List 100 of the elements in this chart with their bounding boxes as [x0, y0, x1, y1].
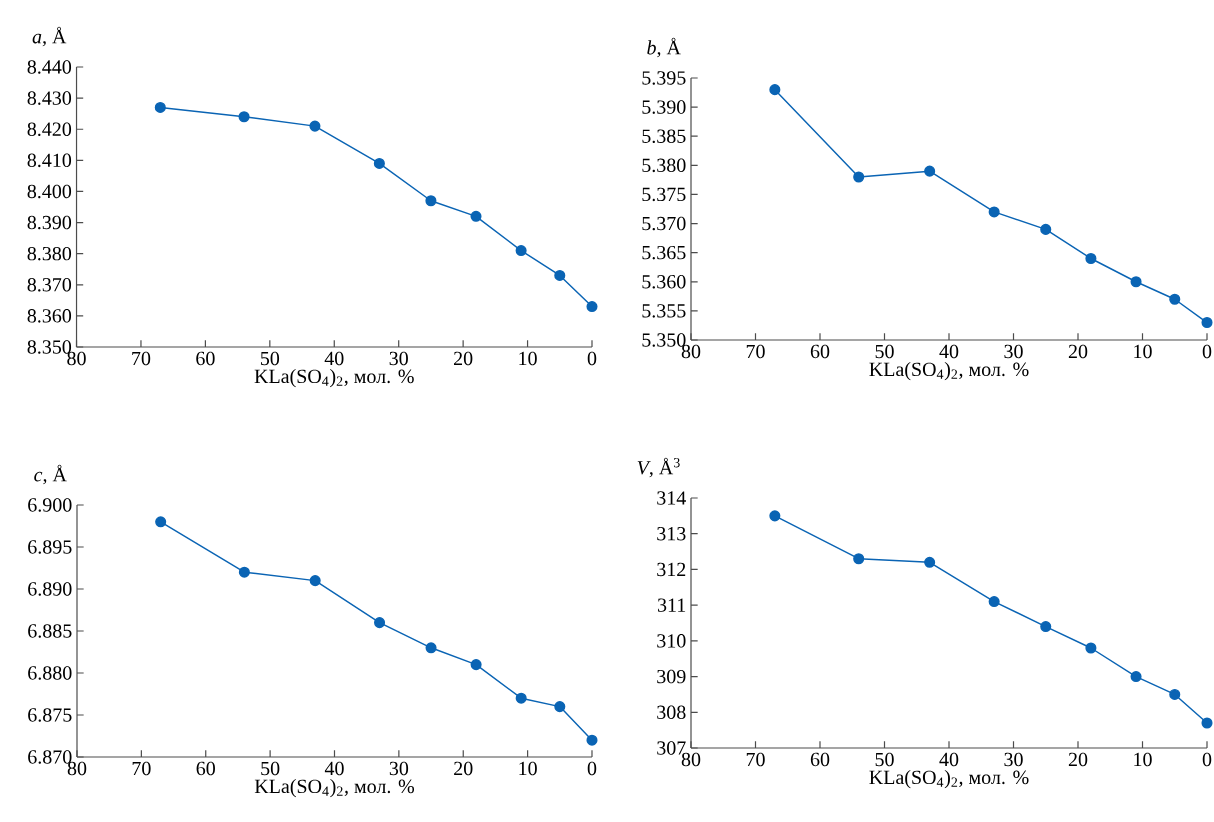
x-tick-label: 70	[746, 344, 765, 359]
x-tick-label: 10	[519, 761, 537, 776]
y-tick-label: 6.885	[28, 624, 72, 638]
y-tick-label: 5.380	[642, 158, 686, 173]
point	[1201, 717, 1213, 729]
y-tick-label: 5.355	[642, 304, 686, 318]
y-tick-label: 8.370	[27, 277, 72, 292]
x-tick-label: 0	[587, 351, 597, 366]
point	[554, 701, 566, 713]
y-tick-label: 5.370	[642, 216, 686, 231]
x-tick-label: 10	[1134, 344, 1152, 359]
point	[988, 206, 1000, 218]
x-tick-label: 60	[196, 761, 215, 776]
x-tick-label: 40	[324, 351, 344, 366]
y-tick-label: 8.380	[27, 246, 72, 261]
point	[515, 692, 527, 704]
x-axis-title: KLa(SO$_{4}$)$_{2}$, мол. %	[254, 779, 415, 798]
point	[1040, 223, 1052, 235]
x-tick-label: 40	[324, 761, 344, 776]
y-tick-label: 8.390	[27, 215, 72, 230]
y-axis-title: b, Å	[647, 37, 681, 58]
x-tick-label: 60	[810, 344, 830, 359]
x-tick-label: 30	[1004, 752, 1023, 767]
point	[1085, 642, 1097, 654]
point	[238, 566, 250, 578]
y-tick-label: 5.395	[642, 71, 686, 85]
x-tick-label: 60	[196, 351, 215, 366]
point	[1130, 276, 1142, 288]
x-tick-label: 20	[1068, 752, 1088, 767]
point	[515, 245, 527, 257]
y-tick-label: 5.365	[642, 245, 686, 260]
x-tick-label: 20	[454, 351, 473, 366]
y-tick-label: 5.390	[642, 100, 686, 114]
y-tick-label: 8.430	[27, 91, 72, 105]
y-tick-label: 5.375	[642, 187, 686, 202]
x-tick-label: 40	[939, 752, 959, 767]
point	[470, 659, 482, 671]
x-tick-label: 0	[587, 761, 597, 776]
x-tick-label: 50	[875, 344, 894, 359]
point	[425, 195, 437, 207]
y-axis-title: c, Å	[34, 464, 67, 485]
y-tick-label: 8.360	[27, 309, 72, 323]
x-tick-label: 40	[939, 344, 959, 359]
x-tick-label: 70	[132, 351, 151, 366]
x-tick-label: 30	[1004, 344, 1023, 359]
x-axis-title: KLa(SO$_{4}$)$_{2}$, мол. %	[254, 369, 414, 388]
point	[1040, 621, 1052, 633]
y-tick-label: 312	[657, 562, 686, 577]
y-tick-label: 8.400	[27, 184, 72, 199]
x-tick-label: 50	[261, 351, 280, 366]
y-tick-label: 8.440	[27, 60, 72, 74]
point	[586, 734, 598, 746]
point	[769, 510, 781, 522]
point	[155, 516, 167, 528]
point	[554, 269, 566, 281]
point	[853, 171, 865, 183]
y-tick-label: 5.385	[642, 129, 686, 144]
point	[586, 301, 598, 313]
point	[1201, 316, 1213, 329]
point	[238, 111, 250, 123]
point	[853, 553, 865, 565]
x-tick-label: 20	[1068, 344, 1088, 359]
x-tick-label: 20	[454, 761, 473, 776]
x-tick-label: 50	[261, 761, 280, 776]
y-axis-title: V, Å$^{3}$	[637, 457, 680, 478]
y-tick-label: 6.890	[28, 582, 72, 596]
x-tick-label: 30	[389, 761, 409, 776]
x-axis-title: KLa(SO$_{4}$)$_{2}$, мол. %	[869, 770, 1029, 789]
y-tick-label: 6.900	[28, 498, 72, 512]
point	[470, 210, 482, 222]
y-tick-label: 314	[657, 491, 686, 505]
point	[309, 120, 321, 132]
point	[769, 84, 781, 96]
point	[425, 642, 437, 654]
x-tick-label: 50	[875, 752, 894, 767]
y-tick-label: 6.895	[28, 540, 72, 554]
point	[309, 575, 321, 587]
y-axis-title: a, Å	[32, 26, 67, 47]
point	[988, 596, 1000, 608]
x-tick-label: 10	[1134, 752, 1152, 767]
y-tick-label: 309	[657, 669, 686, 684]
x-tick-label: 60	[810, 752, 830, 767]
y-tick-label: 313	[657, 527, 686, 541]
point	[1130, 671, 1142, 683]
x-tick-label: 0	[1202, 752, 1212, 767]
y-tick-label: 6.875	[28, 708, 72, 722]
y-tick-label: 5.360	[642, 274, 686, 289]
x-tick-label: 10	[519, 351, 537, 366]
y-tick-label: 8.410	[27, 153, 72, 168]
x-tick-label: 70	[132, 761, 151, 776]
point	[1169, 293, 1181, 305]
y-tick-label: 8.420	[27, 122, 72, 137]
y-tick-label: 308	[657, 705, 686, 720]
x-tick-label: 70	[746, 752, 765, 767]
y-tick-label: 310	[657, 634, 686, 648]
x-tick-label: 30	[389, 351, 408, 366]
point	[924, 165, 936, 177]
point	[373, 157, 385, 169]
x-axis-title: KLa(SO$_{4}$)$_{2}$, мол. %	[869, 362, 1029, 381]
point	[924, 556, 936, 568]
